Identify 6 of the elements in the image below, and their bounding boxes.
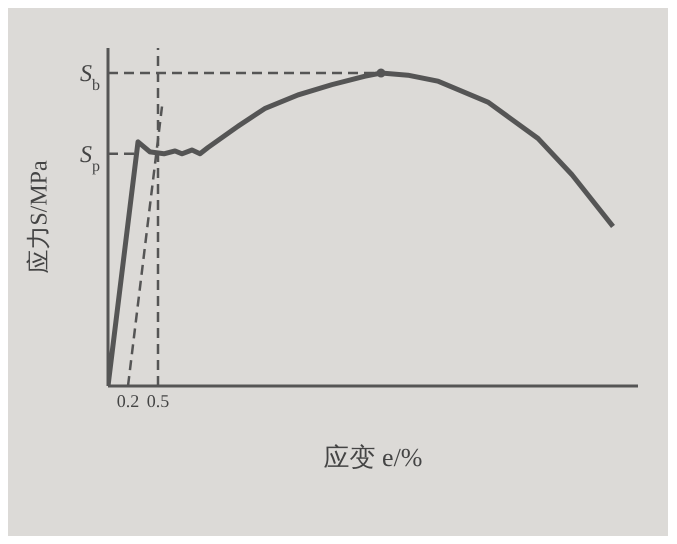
ref-line-label: S$_{p}$	[80, 142, 100, 174]
ref-line-label: S$_{b}$	[80, 61, 100, 94]
x-axis-title: 应变 e/%	[324, 443, 422, 472]
y-axis-title: 应力S/MPa	[26, 160, 53, 274]
x-tick-label: 0.5	[146, 390, 170, 411]
x-tick-label: 0.2	[116, 390, 140, 411]
